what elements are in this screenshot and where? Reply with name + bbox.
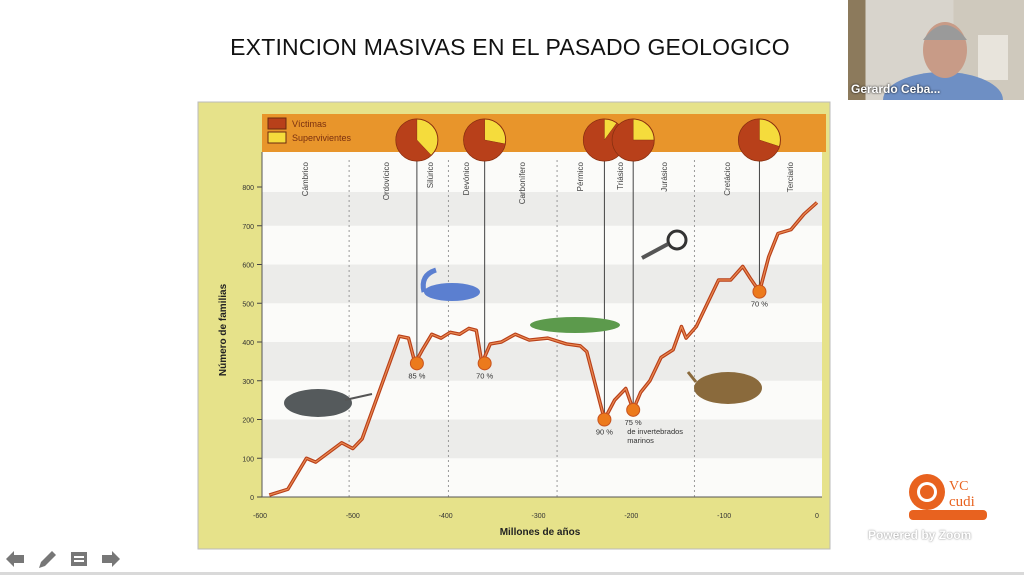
extinction-marker (477, 356, 492, 371)
period-label: Terciario (786, 161, 795, 192)
fish-illustration (420, 267, 480, 301)
extinction-marker (626, 402, 641, 417)
period-label: Silúrico (426, 161, 435, 188)
x-tick-label: -200 (624, 513, 638, 520)
notes-icon[interactable] (68, 548, 90, 570)
x-tick-label: -600 (253, 513, 267, 520)
extinction-label-line3: marinos (627, 436, 654, 445)
grid-band (262, 419, 822, 459)
participant-name: Gerardo Ceba... (851, 82, 941, 96)
legend-band (262, 114, 826, 152)
bottom-divider (0, 572, 1024, 575)
grid-band (262, 264, 822, 304)
pie-victims (463, 118, 506, 162)
pie-victims (738, 118, 780, 162)
extinction-label: 85 % (408, 371, 425, 380)
x-tick-label: -400 (439, 513, 453, 520)
period-label: Jurásico (660, 161, 669, 191)
legend-survivors: Supervivientes (292, 133, 352, 143)
powered-by-zoom: Powered by Zoom (868, 528, 972, 542)
period-label: Triásico (616, 161, 625, 189)
period-label: Devónico (462, 161, 471, 195)
extinction-label: 75 % (625, 418, 642, 427)
x-tick-label: 0 (815, 513, 819, 520)
pie-victims (395, 118, 432, 162)
triceratops-illustration (686, 371, 762, 404)
period-label: Ordovícico (382, 161, 391, 200)
legend-victims: Víctimas (292, 119, 327, 129)
slide-nav-toolbar (4, 548, 122, 570)
y-tick-label: 500 (242, 301, 254, 308)
legend-swatch-survivors (267, 131, 287, 144)
extinction-label: 70 % (476, 371, 493, 380)
period-label: Pérmico (576, 161, 585, 191)
y-axis-label: Número de familias (218, 283, 229, 376)
reptile-illustration (530, 317, 620, 333)
logo-text-cudi: cudi (949, 494, 975, 510)
y-tick-label: 300 (242, 379, 254, 386)
logo-text-vc: VC (949, 479, 968, 494)
x-tick-label: -300 (531, 513, 545, 520)
grid-band-top (262, 182, 822, 192)
extinction-marker (752, 284, 767, 299)
y-tick-label: 600 (242, 263, 254, 270)
extinction-marker (409, 356, 424, 371)
x-axis-label: Millones de años (500, 527, 581, 538)
period-label: Cámbrico (301, 161, 310, 196)
arrow-left-icon[interactable] (4, 548, 26, 570)
pencil-icon[interactable] (36, 548, 58, 570)
participant-video[interactable]: Gerardo Ceba... (848, 0, 1024, 100)
vc-cudi-logo: VC cudi (909, 474, 987, 520)
ammonite-illustration (641, 229, 688, 260)
grid-band (262, 187, 822, 226)
y-tick-label: 0 (250, 495, 254, 502)
extinction-label: 70 % (751, 300, 768, 309)
slide-title: EXTINCION MASIVAS EN EL PASADO GEOLOGICO (230, 34, 790, 60)
extinction-label-line2: de invertebrados (627, 427, 683, 436)
families-line-highlight (269, 202, 818, 496)
participant-avatar (883, 22, 1008, 100)
extinction-marker (597, 412, 612, 427)
y-tick-label: 800 (242, 185, 254, 192)
period-label: Cretácico (723, 161, 732, 195)
arrow-right-icon[interactable] (100, 548, 122, 570)
x-tick-label: -500 (346, 513, 360, 520)
y-tick-label: 400 (242, 340, 254, 347)
y-tick-label: 100 (242, 456, 254, 463)
x-tick-label: -100 (717, 513, 731, 520)
y-tick-label: 200 (242, 418, 254, 425)
legend-swatch-victims (267, 117, 287, 130)
trilobite-illustration (284, 389, 373, 417)
period-label: Carbonífero (518, 161, 527, 204)
y-tick-label: 700 (242, 224, 254, 231)
extinction-label: 90 % (596, 428, 613, 437)
pie-victims (611, 118, 655, 162)
